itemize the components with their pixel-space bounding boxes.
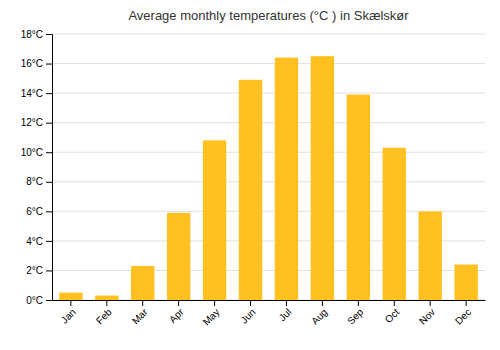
y-tick-mark: [46, 152, 52, 153]
bar: [59, 293, 82, 300]
x-tick-mark: [322, 300, 323, 306]
y-tick-label: 4°C: [26, 236, 43, 247]
x-axis: Jan Feb Mar Apr May Jun Jul Aug Sep Oct Nov Dec: [53, 300, 486, 328]
grid-line: [52, 122, 485, 123]
x-tick-mark: [250, 300, 251, 306]
x-tick-mark: [142, 300, 143, 306]
y-tick-mark: [46, 270, 52, 271]
y-tick: 10°C: [21, 147, 52, 158]
x-tick: Dec: [453, 300, 473, 327]
x-tick: Aug: [309, 300, 329, 327]
y-tick-mark: [46, 93, 52, 94]
x-axis-line: [53, 300, 486, 301]
bar: [347, 95, 370, 300]
x-tick: Jul: [277, 300, 294, 323]
x-tick-mark: [430, 300, 431, 306]
y-tick-label: 18°C: [21, 29, 43, 40]
chart: Average monthly temperatures (°C ) in Sk…: [0, 0, 500, 350]
x-tick: Nov: [417, 300, 437, 327]
grid-line: [52, 34, 485, 35]
y-tick: 12°C: [21, 117, 52, 128]
bar: [311, 56, 334, 300]
y-tick-mark: [46, 34, 52, 35]
x-tick-label: Feb: [94, 306, 114, 326]
y-tick-label: 2°C: [26, 265, 43, 276]
y-tick-label: 10°C: [21, 147, 43, 158]
bars: [59, 56, 478, 300]
y-tick: 6°C: [26, 206, 52, 217]
x-tick-mark: [286, 300, 287, 306]
bar: [203, 140, 226, 300]
x-tick-label: Oct: [383, 306, 402, 325]
x-tick: May: [201, 300, 222, 328]
y-tick-label: 16°C: [21, 58, 43, 69]
y-tick: 2°C: [26, 265, 52, 276]
bar: [454, 265, 477, 300]
bar: [275, 58, 298, 300]
x-tick-label: Jan: [59, 306, 78, 325]
x-tick: Jan: [59, 300, 78, 326]
x-tick-label: Mar: [130, 306, 150, 326]
grid: [52, 34, 485, 300]
x-tick: Mar: [130, 300, 150, 326]
x-tick-label: Jun: [238, 306, 257, 325]
x-tick-label: Aug: [309, 306, 329, 326]
y-tick: 8°C: [26, 176, 52, 187]
x-tick-mark: [106, 300, 107, 306]
x-tick-mark: [466, 300, 467, 306]
x-tick-label: Nov: [417, 306, 437, 326]
x-tick-label: Sep: [345, 306, 366, 327]
y-tick-label: 6°C: [26, 206, 43, 217]
x-tick-mark: [358, 300, 359, 306]
y-tick: 4°C: [26, 236, 52, 247]
x-tick-mark: [214, 300, 215, 306]
y-tick: 0°C: [26, 295, 52, 306]
x-tick-label: Jul: [277, 306, 294, 323]
chart-container: Average monthly temperatures (°C ) in Sk…: [0, 0, 500, 350]
grid-line: [52, 152, 485, 153]
y-tick-label: 14°C: [21, 88, 43, 99]
x-tick: Jun: [238, 300, 257, 326]
bar: [239, 80, 262, 300]
x-tick-label: May: [201, 306, 222, 327]
y-tick-mark: [46, 300, 52, 301]
y-axis-line: [46, 35, 53, 301]
y-tick-label: 12°C: [21, 117, 43, 128]
x-tick: Feb: [94, 300, 114, 326]
bar: [167, 213, 190, 300]
y-tick: 18°C: [21, 29, 52, 40]
bar: [131, 266, 154, 300]
y-tick-mark: [46, 64, 52, 65]
y-axis: 0°C 2°C 4°C 6°C 8°C 10°C 12°C 14°C 16°C 18°C: [21, 29, 53, 306]
y-tick-mark: [46, 211, 52, 212]
x-tick: Sep: [345, 300, 366, 327]
bar: [95, 296, 118, 300]
y-tick: 14°C: [21, 88, 52, 99]
y-tick-label: 0°C: [26, 295, 43, 306]
x-tick-mark: [178, 300, 179, 306]
y-tick-label: 8°C: [26, 176, 43, 187]
y-tick-mark: [46, 182, 52, 183]
x-tick: Oct: [383, 300, 402, 325]
x-tick-mark: [394, 300, 395, 306]
x-tick-label: Apr: [167, 306, 186, 325]
bar: [419, 211, 442, 300]
grid-line: [52, 181, 485, 182]
x-tick-mark: [70, 300, 71, 306]
x-tick: Apr: [167, 300, 186, 325]
grid-line: [52, 63, 485, 64]
title: Average monthly temperatures (°C ) in Sk…: [128, 8, 409, 23]
y-tick: 16°C: [21, 58, 52, 69]
y-tick-mark: [46, 123, 52, 124]
grid-line: [52, 93, 485, 94]
x-tick-label: Dec: [453, 306, 473, 326]
bar: [383, 148, 406, 300]
y-tick-mark: [46, 241, 52, 242]
